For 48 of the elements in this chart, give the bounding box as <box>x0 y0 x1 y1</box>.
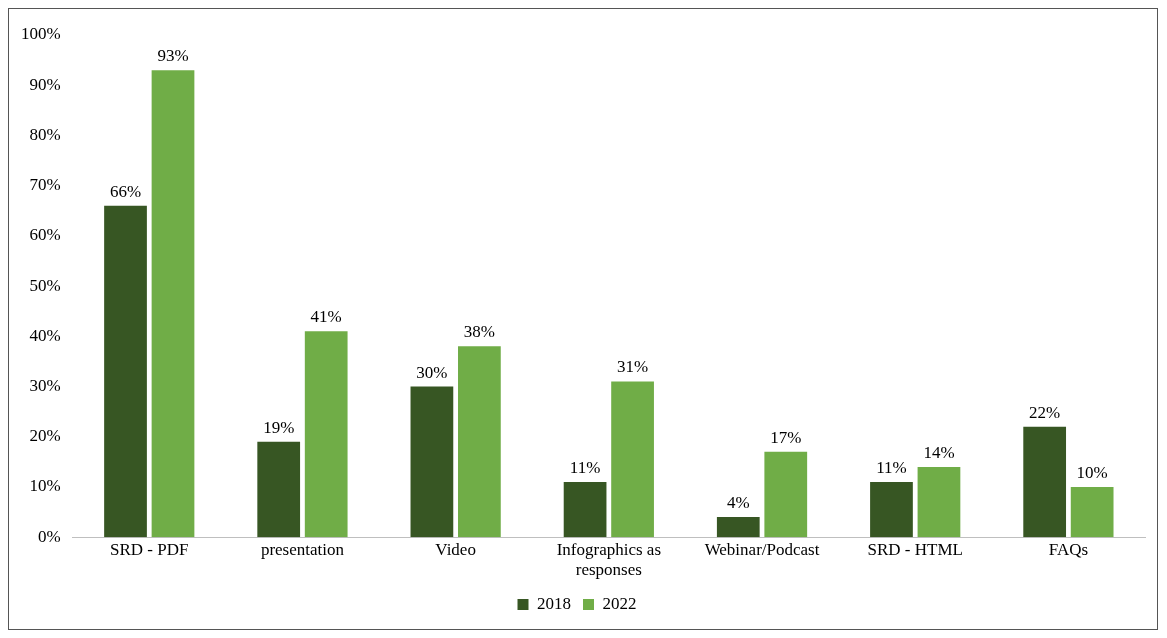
y-tick-label: 60% <box>29 225 61 245</box>
bar <box>1070 486 1114 538</box>
y-tick-label: 40% <box>29 325 61 345</box>
data-label: 30% <box>416 362 448 382</box>
bar <box>151 70 195 538</box>
y-tick-label: 90% <box>29 74 61 94</box>
data-label: 10% <box>1076 462 1108 482</box>
legend-label: 2018 <box>537 593 571 613</box>
bar <box>410 386 454 538</box>
data-label: 31% <box>616 357 649 377</box>
data-label: 14% <box>923 442 955 462</box>
legend-label: 2022 <box>602 593 637 613</box>
bar <box>764 451 808 538</box>
data-label: 4% <box>726 493 750 513</box>
bar <box>1023 426 1067 538</box>
x-tick-label: Webinar/Podcast <box>704 539 820 559</box>
y-tick-label: 50% <box>29 275 61 295</box>
bar <box>104 205 147 538</box>
y-tick-label: 80% <box>29 124 61 144</box>
x-tick-label: Video <box>435 539 476 559</box>
data-label: 66% <box>109 181 142 201</box>
x-tick-label: FAQs <box>1048 539 1089 559</box>
y-tick-label: 10% <box>29 476 61 496</box>
bar <box>611 381 654 538</box>
bar <box>716 517 760 538</box>
bar <box>304 331 348 538</box>
x-tick-label: SRD - HTML <box>867 539 963 559</box>
data-label: 11% <box>569 457 601 477</box>
y-tick-label: 100% <box>20 24 61 44</box>
bar <box>563 481 607 538</box>
y-tick-label: 70% <box>29 175 61 195</box>
x-tick-label: SRD - PDF <box>110 539 189 559</box>
y-tick-label: 0% <box>37 526 61 546</box>
bar <box>917 466 961 538</box>
bar <box>458 346 501 538</box>
data-label: 17% <box>770 427 802 447</box>
x-tick-label: Infographics as responses <box>556 539 661 580</box>
data-label: 93% <box>157 46 189 66</box>
data-label: 41% <box>310 307 342 327</box>
data-label: 19% <box>263 417 295 437</box>
y-tick-label: 30% <box>29 376 61 396</box>
data-label: 38% <box>463 322 495 342</box>
x-tick-label: presentation <box>260 539 345 559</box>
data-label: 22% <box>1029 402 1061 422</box>
bar <box>870 481 913 538</box>
y-tick-label: 20% <box>29 426 61 446</box>
data-label: 11% <box>876 457 907 477</box>
bar <box>257 441 301 538</box>
